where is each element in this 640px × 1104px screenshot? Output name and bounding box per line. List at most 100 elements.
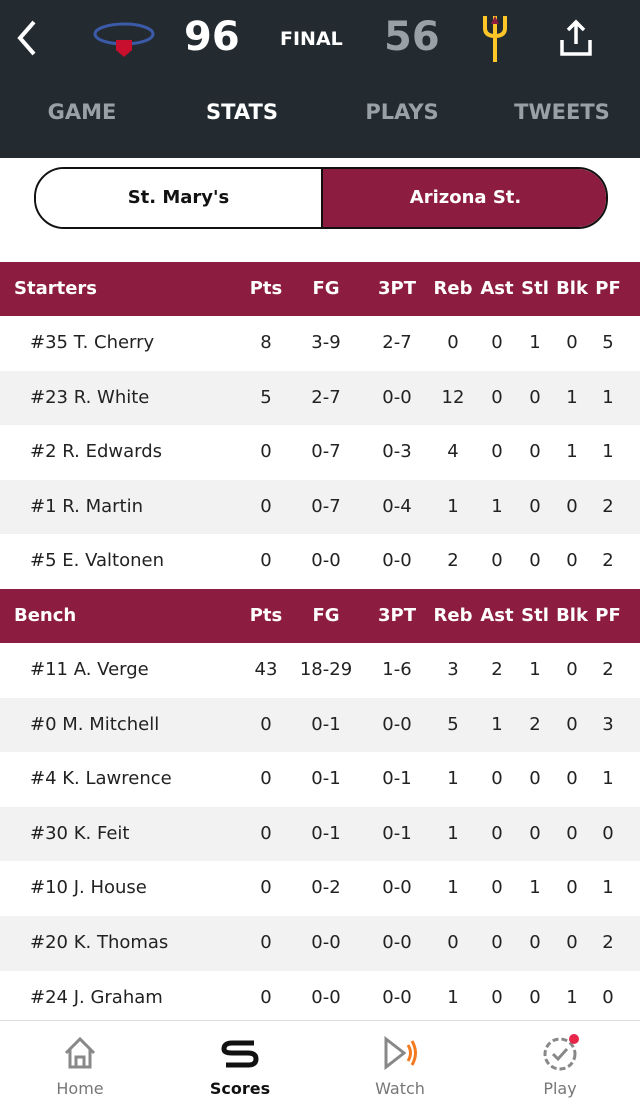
- stat-cell: 0: [566, 822, 578, 844]
- team-toggle-option[interactable]: St. Mary's: [36, 169, 321, 227]
- stat-cell: 1: [491, 495, 503, 517]
- stat-cell: 0-0: [382, 986, 412, 1008]
- stat-cell: 5: [602, 332, 614, 353]
- stat-cell: 8: [260, 332, 272, 353]
- stat-cell: 0-1: [382, 768, 412, 790]
- column-header: Pts: [249, 278, 283, 299]
- column-header: Reb: [433, 278, 473, 299]
- stat-cell: 1: [566, 386, 578, 408]
- stat-cell: 0: [529, 822, 541, 844]
- nav-icon: [64, 1036, 96, 1069]
- stat-cell: 0: [529, 550, 541, 572]
- nav-item[interactable]: Home: [0, 1021, 160, 1104]
- stat-cell: 0: [602, 822, 614, 844]
- stat-cell: 0: [260, 713, 272, 735]
- nav-item[interactable]: Scores: [160, 1021, 320, 1104]
- stat-cell: 0: [260, 768, 272, 790]
- stat-cell: 0: [529, 386, 541, 408]
- section-header: Bench Pts FG 3PT Reb Ast Stl Blk PF: [0, 589, 640, 643]
- stat-cell: 12: [441, 386, 465, 408]
- stat-cell: 3-9: [311, 332, 341, 353]
- stat-cell: 2: [602, 659, 614, 680]
- column-header: Reb: [433, 605, 473, 626]
- stat-cell: 0: [491, 332, 503, 353]
- stat-cell: 2-7: [382, 332, 412, 353]
- player-name: #11 A. Verge: [30, 659, 149, 680]
- stat-cell: 43: [254, 659, 278, 680]
- stat-cell: 1: [566, 986, 578, 1008]
- stat-cell: 1: [602, 768, 614, 790]
- stat-cell: 0: [447, 932, 459, 953]
- stat-cell: 0: [566, 768, 578, 790]
- stat-cell: 0: [260, 932, 272, 953]
- stat-cell: 0: [566, 495, 578, 517]
- stat-cell: 0: [566, 932, 578, 953]
- tab[interactable]: STATS: [206, 100, 278, 124]
- column-header: Stl: [521, 605, 549, 626]
- stat-cell: 1: [602, 877, 614, 899]
- stat-cell: 1: [447, 495, 459, 517]
- team-toggle-option[interactable]: Arizona St.: [321, 169, 606, 227]
- stat-cell: 1: [491, 713, 503, 735]
- game-status: FINAL: [280, 28, 343, 50]
- player-row: #2 R. Edwards 0 0-7 0-3 4 0 0 1 1: [0, 425, 640, 480]
- stat-cell: 18-29: [299, 659, 353, 680]
- column-header: Pts: [249, 605, 283, 626]
- away-team-logo: [93, 22, 155, 57]
- stat-cell: 0: [566, 332, 578, 353]
- player-name: #23 R. White: [30, 386, 150, 408]
- player-row: #24 J. Graham 0 0-0 0-0 1 0 0 1 0: [0, 970, 640, 1026]
- nav-icon: [384, 1035, 417, 1071]
- tab[interactable]: TWEETS: [514, 100, 610, 124]
- stat-cell: 0-0: [382, 550, 412, 572]
- nav-label: Scores: [209, 1079, 271, 1098]
- bottom-nav: Home Scores Watch Play: [0, 1020, 640, 1104]
- stat-cell: 1: [447, 986, 459, 1008]
- player-row: #0 M. Mitchell 0 0-1 0-0 5 1 2 0 3: [0, 697, 640, 753]
- stat-cell: 0: [566, 877, 578, 899]
- stat-cell: 1: [447, 768, 459, 790]
- player-name: #0 M. Mitchell: [30, 713, 160, 735]
- nav-item[interactable]: Watch: [320, 1021, 480, 1104]
- nav-label: Home: [56, 1079, 104, 1098]
- stat-cell: 0: [566, 713, 578, 735]
- score-header: 96 FINAL 56 GAME STATS PLAYS TWEETS: [0, 0, 640, 158]
- player-name: #1 R. Martin: [30, 495, 143, 517]
- away-score: 96: [184, 14, 240, 60]
- column-header: PF: [595, 278, 621, 299]
- stat-cell: 1: [602, 441, 614, 463]
- stat-cell: 2-7: [311, 386, 341, 408]
- stat-cell: 5: [447, 713, 459, 735]
- column-header: 3PT: [378, 605, 416, 626]
- nav-item[interactable]: Play: [480, 1021, 640, 1104]
- stat-cell: 1: [447, 822, 459, 844]
- player-row: #1 R. Martin 0 0-7 0-4 1 1 0 0 2: [0, 479, 640, 535]
- stat-cell: 0: [260, 822, 272, 844]
- stat-cell: 0: [260, 877, 272, 899]
- tab[interactable]: PLAYS: [365, 100, 439, 124]
- stat-cell: 0: [566, 659, 578, 680]
- stat-cell: 0: [491, 386, 503, 408]
- stat-cell: 0: [566, 550, 578, 572]
- share-button[interactable]: [556, 18, 596, 58]
- stat-cell: 3: [602, 713, 614, 735]
- stat-cell: 0: [491, 986, 503, 1008]
- stat-cell: 0: [260, 550, 272, 572]
- stat-cell: 0-0: [311, 550, 341, 572]
- stat-cell: 2: [602, 932, 614, 953]
- stat-cell: 0: [260, 495, 272, 517]
- section-title: Starters: [14, 278, 97, 299]
- stat-cell: 0: [491, 550, 503, 572]
- stat-cell: 4: [447, 441, 459, 463]
- column-header: PF: [595, 605, 621, 626]
- back-button[interactable]: [12, 18, 42, 58]
- player-row: #10 J. House 0 0-2 0-0 1 0 1 0 1: [0, 861, 640, 916]
- stat-cell: 0: [491, 768, 503, 790]
- stat-cell: 0: [529, 768, 541, 790]
- stat-cell: 0: [529, 986, 541, 1008]
- stat-cell: 2: [529, 713, 541, 735]
- nav-label: Watch: [375, 1079, 425, 1098]
- tab[interactable]: GAME: [47, 100, 117, 124]
- column-header: FG: [312, 605, 340, 626]
